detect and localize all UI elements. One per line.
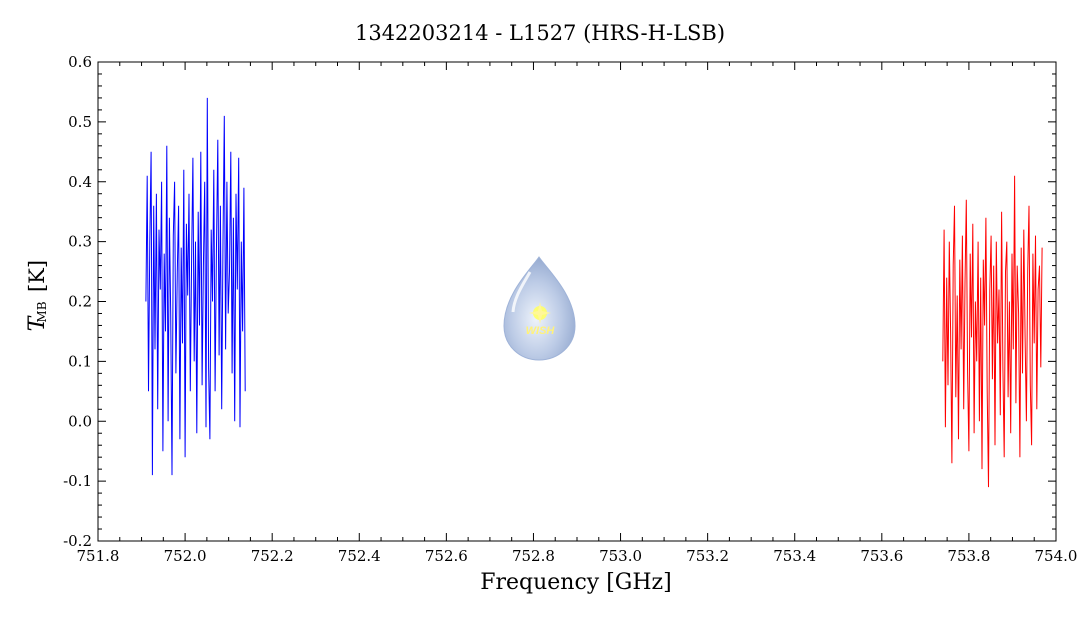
y-tick-label: 0.0 (68, 412, 92, 430)
y-axis-label-unit: [K] (25, 260, 49, 292)
x-tick-label: 752.6 (425, 547, 468, 565)
wish-logo: WISH (503, 256, 576, 361)
x-tick-label: 753.2 (686, 547, 729, 565)
y-axis-label-subscript: MB (35, 301, 49, 322)
x-tick-label: 752.0 (164, 547, 207, 565)
y-axis-label: T MB [K] (25, 260, 50, 331)
x-tick-label: 751.8 (77, 547, 120, 565)
y-tick-label: 0.5 (68, 113, 92, 131)
logo-text: WISH (526, 325, 556, 337)
series-line-1 (145, 97, 246, 476)
x-tick-label: 752.2 (251, 547, 294, 565)
y-tick-label: -0.2 (63, 532, 92, 550)
y-tick-label: 0.3 (68, 233, 92, 251)
y-tick-label: 0.6 (68, 53, 92, 71)
chart-title: 1342203214 - L1527 (HRS-H-LSB) (355, 21, 725, 45)
x-tick-label: 753.6 (860, 547, 903, 565)
y-tick-label: 0.1 (68, 352, 92, 370)
y-tick-label: -0.1 (63, 472, 92, 490)
axis-layer: 751.8 752.0 752.2 752.4 752.6 752.8 753.0 753.2… (63, 53, 1077, 565)
y-axis-label-symbol: T (25, 314, 50, 331)
x-tick-label: 752.8 (512, 547, 555, 565)
x-axis-label: Frequency [GHz] (480, 570, 672, 595)
x-tick-label: 752.4 (338, 547, 381, 565)
y-tick-label: 0.2 (68, 293, 92, 311)
x-tick-label: 753.4 (773, 547, 816, 565)
x-tick-label: 753.0 (599, 547, 642, 565)
series-line-2 (942, 175, 1043, 488)
x-tick-label: 753.8 (947, 547, 990, 565)
y-tick-label: 0.4 (68, 173, 92, 191)
x-tick-label: 754.0 (1035, 547, 1078, 565)
series-layer (145, 97, 1043, 488)
